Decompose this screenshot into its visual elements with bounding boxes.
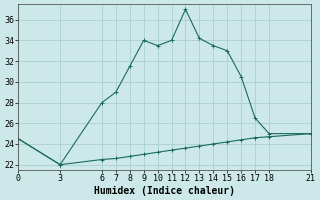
X-axis label: Humidex (Indice chaleur): Humidex (Indice chaleur) (94, 186, 235, 196)
